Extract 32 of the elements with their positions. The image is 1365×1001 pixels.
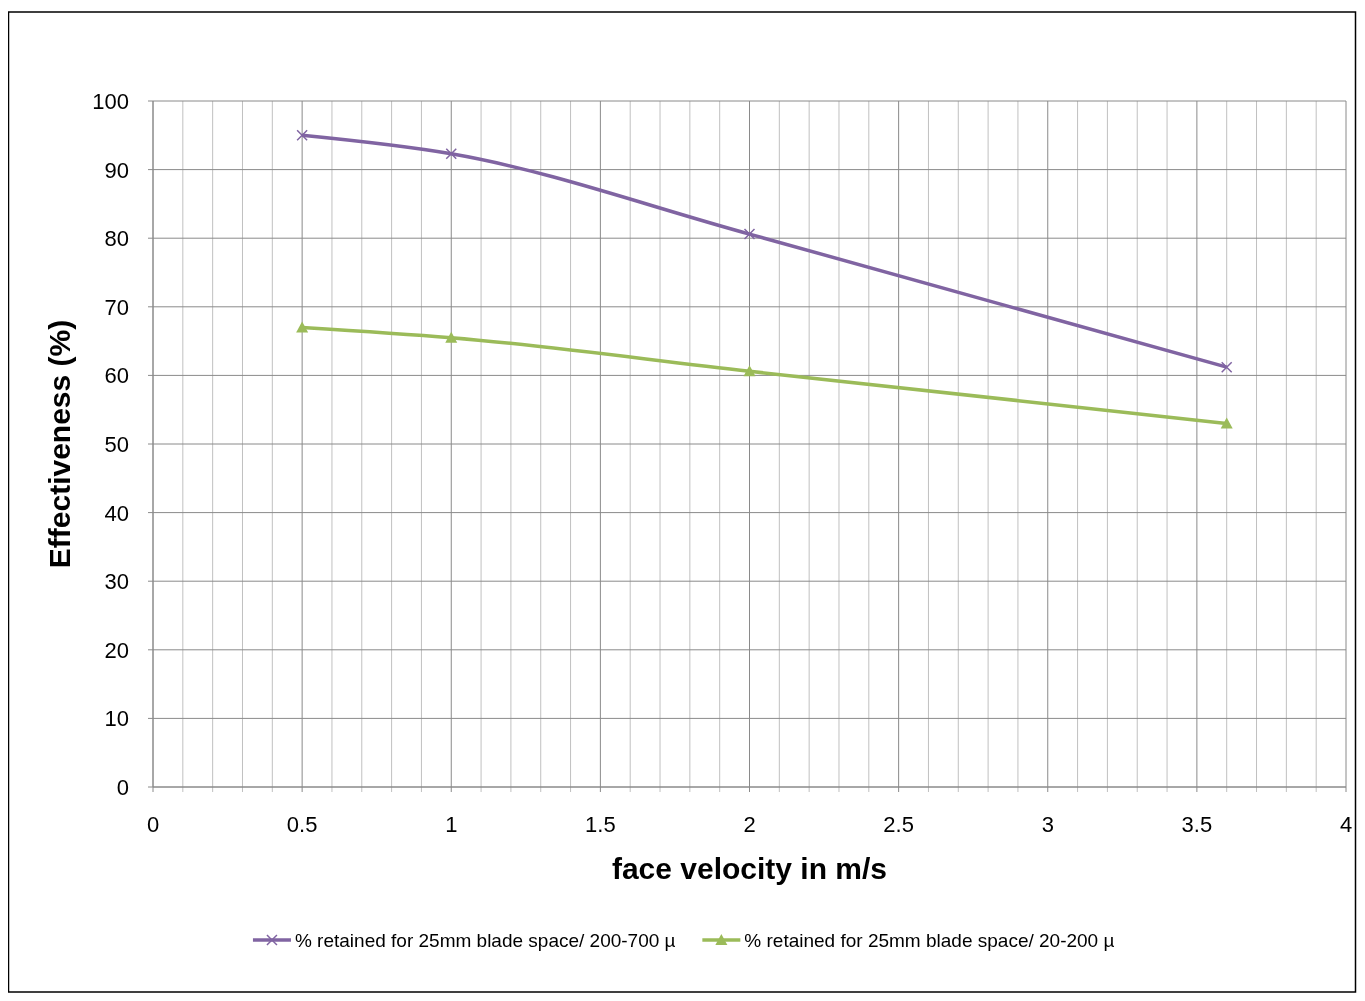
x-tick-label: 0 [146,812,160,837]
x-tick-label: 1.5 [585,812,616,837]
y-tick-label: 50 [104,432,129,457]
y-tick-label: 100 [92,89,129,114]
x-axis-title: face velocity in m/s [611,852,888,885]
x-tick-label: 3 [1041,812,1054,837]
point [1220,361,1233,373]
point [743,228,756,240]
y-tick-label: 60 [104,363,129,389]
x-tick-label: 1 [445,812,458,837]
legend-label: % retained for 25mm blade space/ 20-200 µ [744,930,1115,951]
point [296,129,308,142]
point [296,321,309,333]
y-tick-label: 70 [104,294,129,320]
y-tick-label: 30 [104,569,129,595]
y-tick-label: 40 [104,500,129,526]
y-tick-label: 90 [104,157,129,183]
point [743,365,756,377]
point [445,148,457,160]
legend-label: % retained for 25mm blade space/ 200-700 µ [294,930,676,951]
x-tick-label: 0.5 [286,812,318,837]
y-axis-title: Effectiveness (%) [43,319,76,569]
y-tick-label: 20 [104,637,129,663]
x-tick-label: 2.5 [883,812,914,837]
point [1220,417,1233,429]
y-tick-label: 10 [104,706,129,732]
y-tick-label: 0 [116,775,129,800]
x-tick-label: 4 [1339,812,1353,837]
point [445,331,458,343]
x-tick-label: 2 [743,812,756,837]
y-tick-label: 80 [104,226,129,252]
x-tick-label: 3.5 [1181,812,1213,837]
